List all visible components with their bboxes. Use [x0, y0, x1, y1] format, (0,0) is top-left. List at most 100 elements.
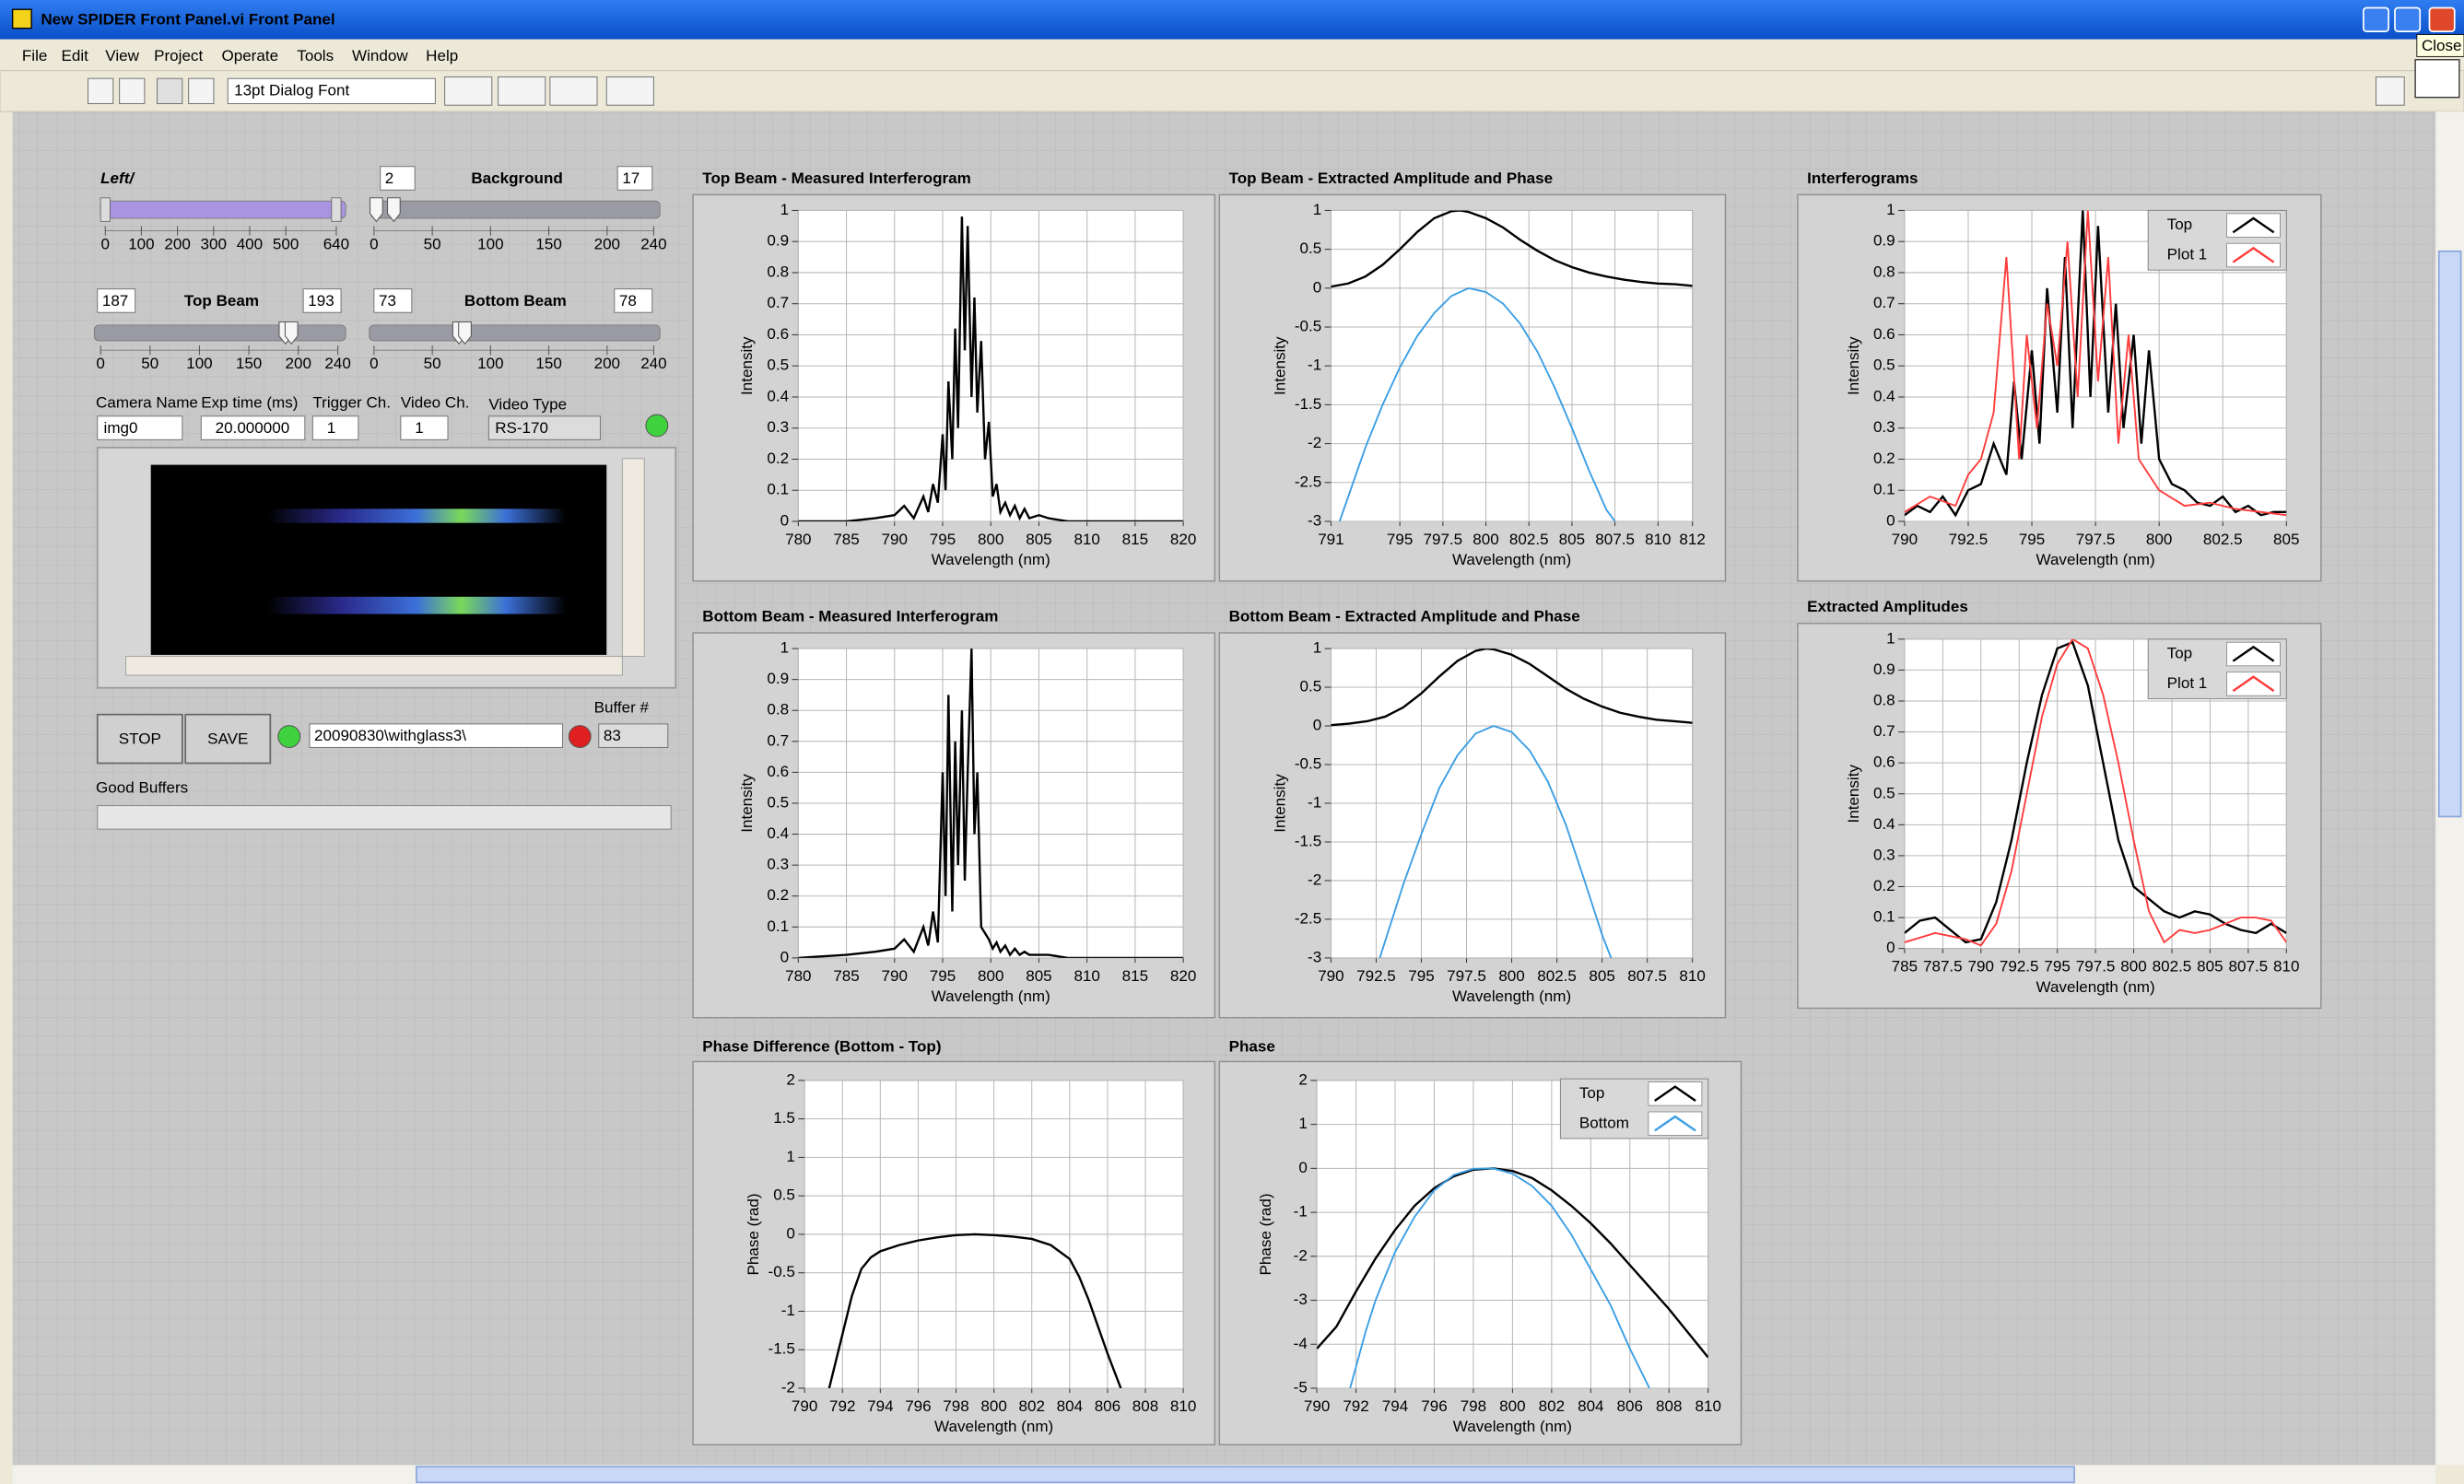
slider-track[interactable] — [94, 325, 346, 341]
slider-tick-label: 150 — [535, 235, 561, 252]
x-tick-label: 810 — [1645, 531, 1671, 548]
x-tick-label: 807.5 — [1595, 531, 1635, 548]
menu-item[interactable]: View — [105, 47, 139, 64]
y-tick-label: 0.5 — [773, 1186, 795, 1204]
y-tick-label: 0.7 — [1873, 722, 1895, 740]
minimize-button[interactable] — [2364, 8, 2388, 32]
x-tick-label: 815 — [1122, 531, 1148, 548]
slider-label: Left/ — [100, 169, 135, 187]
x-tick-label: 797.5 — [1424, 531, 1463, 548]
toolbar-button[interactable] — [189, 78, 214, 103]
x-tick-label: 790 — [882, 531, 908, 548]
field-label: Video Type — [488, 395, 567, 413]
x-tick-label: 804 — [1057, 1397, 1083, 1415]
x-tick-label: 787.5 — [1923, 958, 1963, 976]
x-tick-label: 820 — [1170, 967, 1196, 985]
legend-label: Plot 1 — [2167, 246, 2208, 263]
window-title: New SPIDER Front Panel.vi Front Panel — [41, 11, 334, 29]
slider-tick-label: 150 — [236, 355, 262, 372]
horizontal-scroll-thumb[interactable] — [417, 1466, 2074, 1482]
maximize-button[interactable] — [2395, 8, 2420, 32]
vi-icon — [2415, 60, 2459, 98]
toolbar-menu-button[interactable] — [445, 77, 492, 106]
input-value: 1 — [415, 419, 423, 437]
legend-label: Top — [1579, 1084, 1605, 1102]
y-tick-label: 0.1 — [1873, 481, 1895, 498]
menu-item[interactable]: Help — [426, 47, 458, 64]
x-tick-label: 795 — [930, 967, 956, 985]
image-hscroll[interactable] — [125, 657, 622, 675]
y-tick-label: -1 — [1308, 356, 1321, 374]
y-tick-label: 0 — [1313, 278, 1321, 296]
y-tick-label: -1 — [1294, 1203, 1308, 1221]
x-tick-label: 805 — [1589, 967, 1614, 985]
x-tick-label: 800 — [978, 967, 1003, 985]
slider-track[interactable] — [370, 325, 660, 341]
buffer-value: 83 — [604, 727, 621, 744]
slider-track[interactable] — [100, 201, 346, 218]
y-tick-label: 0 — [780, 948, 789, 965]
menu-item[interactable]: Project — [154, 47, 203, 64]
toolbar-menu-button[interactable] — [606, 77, 653, 106]
y-tick-label: 0.4 — [1873, 387, 1895, 404]
x-tick-label: 794 — [867, 1397, 893, 1415]
good-buffers-bar — [98, 806, 671, 830]
y-tick-label: -2.5 — [1295, 909, 1321, 927]
y-tick-label: 0.3 — [1873, 846, 1895, 863]
y-axis-label: Intensity — [1271, 774, 1288, 833]
slider-label: Top Beam — [184, 292, 259, 310]
x-tick-label: 810 — [2273, 958, 2299, 976]
y-tick-label: 0.5 — [767, 356, 789, 374]
close-button[interactable] — [2429, 8, 2454, 32]
graph-title: Bottom Beam - Extracted Amplitude and Ph… — [1229, 607, 1580, 625]
vertical-scroll-thumb[interactable] — [2439, 251, 2461, 817]
slider-tick-label: 100 — [477, 355, 503, 372]
x-tick-label: 790 — [882, 967, 908, 985]
slider-value: 187 — [102, 292, 128, 310]
save-led — [278, 726, 300, 748]
y-tick-label: 0.8 — [1873, 263, 1895, 280]
toolbar-button[interactable] — [120, 78, 145, 103]
y-tick-label: -2 — [1308, 434, 1321, 451]
x-tick-label: 792.5 — [2000, 958, 2039, 976]
app-icon — [13, 9, 31, 28]
field-label: Exp time (ms) — [201, 394, 298, 412]
slider-track[interactable] — [370, 201, 660, 218]
menu-item[interactable]: Tools — [297, 47, 334, 64]
x-tick-label: 785 — [833, 531, 859, 548]
x-tick-label: 797.5 — [2076, 531, 2116, 548]
y-axis-label: Phase (rad) — [745, 1193, 762, 1275]
x-tick-label: 790 — [1968, 958, 1994, 976]
x-tick-label: 798 — [1461, 1397, 1486, 1415]
x-tick-label: 780 — [785, 967, 811, 985]
x-tick-label: 792.5 — [1949, 531, 1989, 548]
x-tick-label: 810 — [1695, 1397, 1720, 1415]
y-tick-label: 0.6 — [1873, 325, 1895, 343]
image-vscroll[interactable] — [622, 459, 644, 657]
menu-item[interactable]: File — [22, 47, 47, 64]
y-tick-label: 1 — [1886, 629, 1895, 647]
y-tick-label: -4 — [1294, 1335, 1308, 1352]
toolbar-menu-button[interactable] — [499, 77, 546, 106]
graph-title: Phase Difference (Bottom - Top) — [702, 1038, 941, 1056]
menu-item[interactable]: Operate — [221, 47, 278, 64]
toolbar-menu-button[interactable] — [550, 77, 597, 106]
toolbar-button[interactable] — [88, 78, 113, 103]
x-tick-label: 810 — [1074, 967, 1099, 985]
menu-item[interactable]: Edit — [62, 47, 89, 64]
slider-tick-label: 240 — [640, 355, 666, 372]
help-button[interactable] — [2376, 77, 2405, 106]
input-field[interactable] — [401, 416, 448, 440]
x-tick-label: 798 — [943, 1397, 968, 1415]
y-tick-label: 0 — [1298, 1159, 1307, 1176]
y-tick-label: -3 — [1308, 511, 1321, 529]
x-tick-label: 802.5 — [2153, 958, 2192, 976]
toolbar-button[interactable] — [158, 78, 182, 103]
slider-value: 17 — [622, 169, 639, 187]
x-tick-label: 800 — [2120, 958, 2146, 976]
x-tick-label: 795 — [2019, 531, 2045, 548]
menu-item[interactable]: Window — [352, 47, 408, 64]
slider-tick-label: 400 — [237, 235, 263, 252]
y-tick-label: -2 — [781, 1379, 795, 1396]
slider-tick-label: 150 — [535, 355, 561, 372]
